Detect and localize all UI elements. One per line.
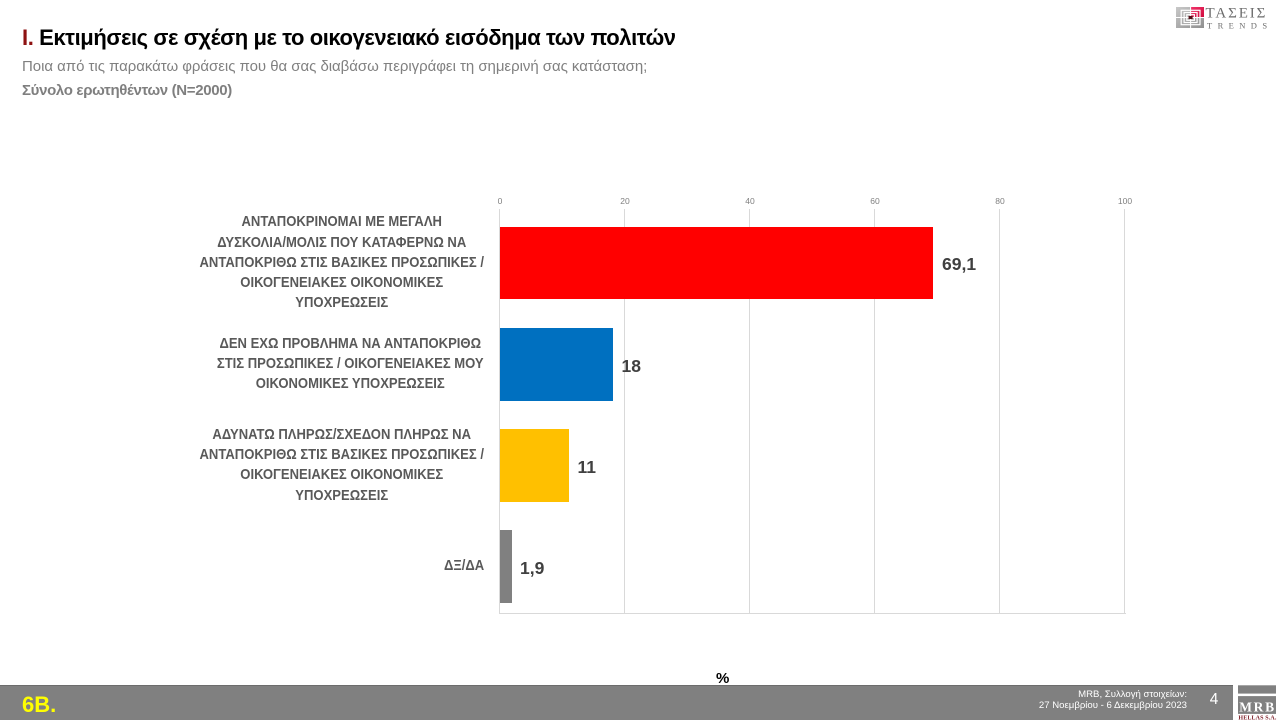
svg-text:ΤΑΣΕΙΣ: ΤΑΣΕΙΣ [1206,6,1268,21]
svg-text:HELLAS S.A.: HELLAS S.A. [1238,716,1277,720]
svg-text:TRENDS: TRENDS [1207,21,1272,31]
svg-text:MRB: MRB [1239,700,1276,715]
